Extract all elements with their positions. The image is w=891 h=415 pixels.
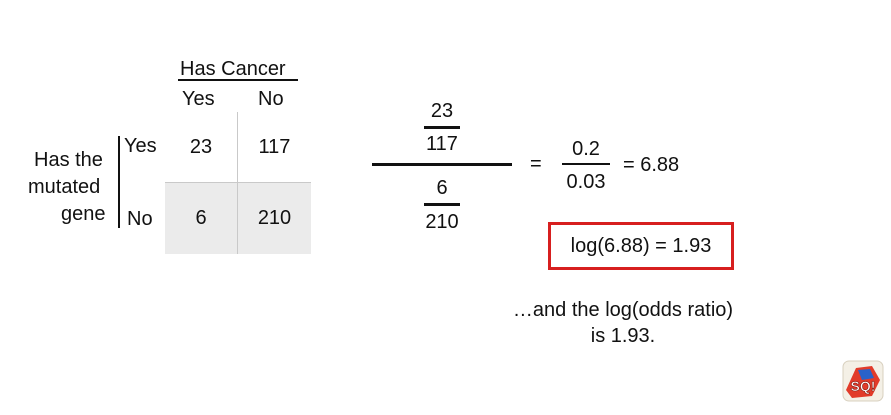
table-cell: 117 bbox=[238, 112, 311, 183]
column-header-underline bbox=[178, 79, 298, 81]
bottom-fraction-numerator: 6 bbox=[436, 177, 448, 199]
column-label-no: No bbox=[258, 88, 284, 110]
column-group-label: Has Cancer bbox=[180, 58, 286, 80]
ratio-fraction-denominator: 0.03 bbox=[566, 171, 606, 193]
main-fraction-bar bbox=[372, 163, 512, 166]
top-fraction-denominator: 117 bbox=[426, 133, 458, 155]
row-label-no: No bbox=[127, 208, 153, 230]
column-label-yes: Yes bbox=[182, 88, 215, 110]
row-bracket bbox=[118, 136, 120, 228]
caption-line-2: is 1.93. bbox=[590, 325, 656, 347]
caption-line-1: …and the log(odds ratio) bbox=[512, 299, 734, 321]
table-cell: 210 bbox=[238, 183, 311, 254]
top-fraction-numerator: 23 bbox=[430, 100, 454, 122]
odds-ratio-result: = 6.88 bbox=[623, 154, 680, 176]
log-odds-result-text: log(6.88) = 1.93 bbox=[570, 234, 712, 257]
row-group-label-line-2: mutated bbox=[28, 176, 101, 198]
ratio-fraction-numerator: 0.2 bbox=[572, 138, 600, 160]
row-label-yes: Yes bbox=[124, 135, 157, 157]
equals-sign: = bbox=[530, 153, 542, 175]
ratio-fraction-bar bbox=[562, 163, 610, 165]
statquest-logo-icon: SQ! bbox=[842, 360, 884, 402]
bottom-fraction-bar bbox=[424, 203, 460, 206]
table-cell: 23 bbox=[165, 112, 238, 183]
bottom-fraction-denominator: 210 bbox=[425, 211, 459, 233]
log-odds-result-box: log(6.88) = 1.93 bbox=[548, 222, 734, 270]
table-cell: 6 bbox=[165, 183, 238, 254]
row-group-label-line-1: Has the bbox=[34, 149, 103, 171]
row-group-label-line-3: gene bbox=[61, 203, 106, 225]
logo-text: SQ! bbox=[851, 378, 876, 394]
top-fraction-bar bbox=[424, 126, 460, 129]
